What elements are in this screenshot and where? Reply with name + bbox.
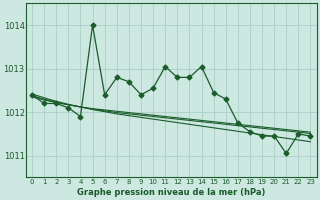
X-axis label: Graphe pression niveau de la mer (hPa): Graphe pression niveau de la mer (hPa) [77, 188, 266, 197]
